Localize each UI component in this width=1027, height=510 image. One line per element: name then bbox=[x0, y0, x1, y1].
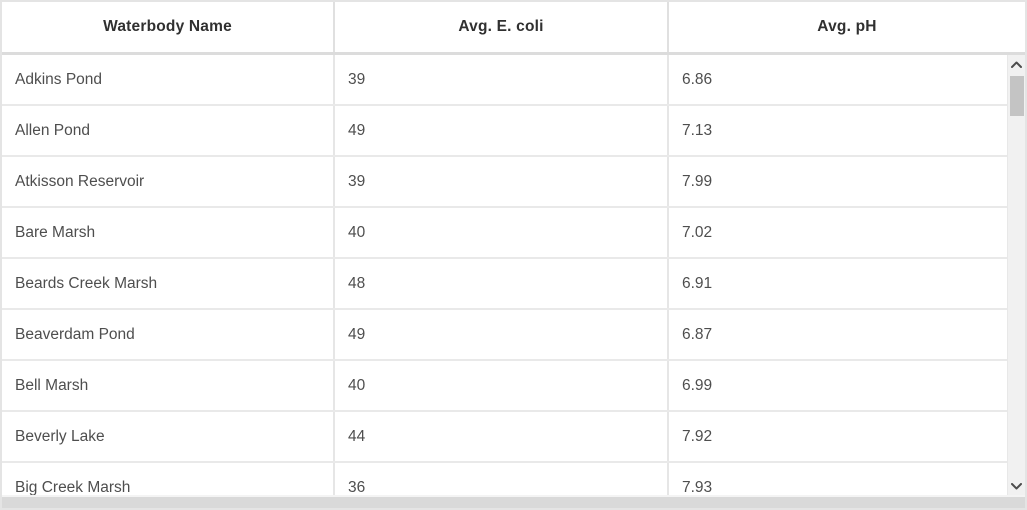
column-header-waterbody-name[interactable]: Waterbody Name bbox=[2, 2, 335, 52]
table-row[interactable]: Bell Marsh 40 6.99 bbox=[2, 361, 1007, 412]
cell-avg-ecoli: 39 bbox=[335, 157, 669, 206]
cell-waterbody-name: Bare Marsh bbox=[2, 208, 335, 257]
scrollbar-thumb[interactable] bbox=[1009, 76, 1024, 116]
cell-avg-ecoli: 36 bbox=[335, 463, 669, 495]
cell-avg-ph: 6.99 bbox=[682, 376, 713, 394]
cell-avg-ph: 6.91 bbox=[682, 274, 713, 292]
table-row[interactable]: Beaverdam Pond 49 6.87 bbox=[2, 310, 1007, 361]
cell-avg-ph: 7.92 bbox=[682, 427, 713, 445]
cell-avg-ph: 7.99 bbox=[682, 172, 713, 190]
cell-waterbody-name: Allen Pond bbox=[2, 106, 335, 155]
cell-avg-ecoli: 48 bbox=[335, 259, 669, 308]
cell-waterbody-name: Big Creek Marsh bbox=[2, 463, 335, 495]
table-body: Adkins Pond 39 6.86 Allen Pond 49 7.13 A… bbox=[2, 55, 1025, 495]
cell-waterbody-name: Adkins Pond bbox=[2, 55, 335, 104]
cell-avg-ph: 7.02 bbox=[682, 223, 713, 241]
horizontal-scrollbar[interactable] bbox=[2, 495, 1025, 508]
cell-avg-ph: 6.86 bbox=[682, 70, 713, 88]
column-header-avg-ph[interactable]: Avg. pH bbox=[817, 18, 877, 35]
cell-avg-ecoli: 49 bbox=[335, 106, 669, 155]
table-row[interactable]: Bare Marsh 40 7.02 bbox=[2, 208, 1007, 259]
cell-waterbody-name: Beards Creek Marsh bbox=[2, 259, 335, 308]
table-row[interactable]: Allen Pond 49 7.13 bbox=[2, 106, 1007, 157]
table-header-row: Waterbody Name Avg. E. coli Avg. pH bbox=[2, 2, 1025, 55]
scroll-down-button[interactable] bbox=[1008, 477, 1025, 495]
cell-waterbody-name: Beverly Lake bbox=[2, 412, 335, 461]
table-row[interactable]: Adkins Pond 39 6.86 bbox=[2, 55, 1007, 106]
cell-avg-ph: 6.87 bbox=[682, 325, 713, 343]
cell-waterbody-name: Bell Marsh bbox=[2, 361, 335, 410]
cell-avg-ph: 7.13 bbox=[682, 121, 713, 139]
column-header-avg-ecoli[interactable]: Avg. E. coli bbox=[335, 2, 669, 52]
vertical-scrollbar[interactable] bbox=[1007, 55, 1025, 495]
table-row[interactable]: Beards Creek Marsh 48 6.91 bbox=[2, 259, 1007, 310]
chevron-down-icon bbox=[1011, 482, 1022, 489]
chevron-up-icon bbox=[1011, 61, 1022, 68]
table-row[interactable]: Big Creek Marsh 36 7.93 bbox=[2, 463, 1007, 495]
cell-avg-ecoli: 44 bbox=[335, 412, 669, 461]
table-row[interactable]: Atkisson Reservoir 39 7.99 bbox=[2, 157, 1007, 208]
cell-avg-ph: 7.93 bbox=[682, 478, 713, 496]
table-rows: Adkins Pond 39 6.86 Allen Pond 49 7.13 A… bbox=[2, 55, 1007, 495]
cell-avg-ecoli: 40 bbox=[335, 361, 669, 410]
cell-waterbody-name: Beaverdam Pond bbox=[2, 310, 335, 359]
cell-avg-ecoli: 49 bbox=[335, 310, 669, 359]
cell-avg-ecoli: 40 bbox=[335, 208, 669, 257]
table-row[interactable]: Beverly Lake 44 7.92 bbox=[2, 412, 1007, 463]
cell-waterbody-name: Atkisson Reservoir bbox=[2, 157, 335, 206]
cell-avg-ecoli: 39 bbox=[335, 55, 669, 104]
scroll-up-button[interactable] bbox=[1008, 55, 1025, 73]
